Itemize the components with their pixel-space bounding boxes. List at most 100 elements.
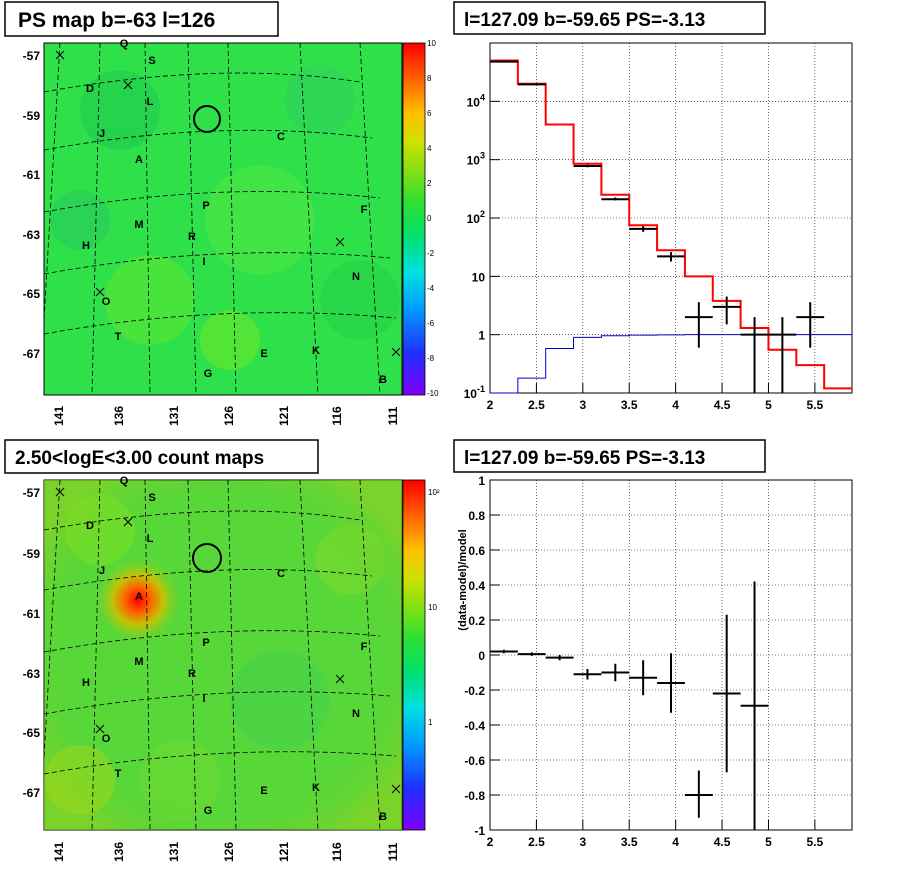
residual-x-tick-label: 4 [672, 835, 679, 849]
source-label-F: F [361, 641, 368, 653]
source-label-I: I [202, 256, 205, 268]
spectrum-y-tick-exponent: 2 [480, 209, 485, 219]
source-label-H: H [82, 240, 90, 252]
svg-text:-63: -63 [23, 228, 41, 242]
source-label-R: R [188, 668, 196, 680]
spectrum-y-tick-label: 1 [478, 329, 485, 343]
svg-text:10: 10 [427, 39, 436, 48]
count-map-title: 2.50<logE<3.00 count maps [15, 448, 264, 469]
svg-text:-67: -67 [23, 347, 41, 361]
source-label-B: B [379, 374, 387, 386]
source-label-E: E [260, 348, 267, 360]
source-label-G: G [204, 368, 213, 380]
residual-x-tick-label: 5 [765, 835, 772, 849]
svg-text:116: 116 [330, 842, 344, 862]
residual-y-tick-label: 0.4 [468, 579, 485, 593]
svg-text:126: 126 [222, 842, 236, 862]
residual-grid [489, 479, 852, 831]
spectrum-x-tick-label: 5 [765, 398, 772, 412]
spectrum-y-tick-label: 10-1 [464, 384, 485, 401]
residual-ticks: 2 2.5 3 3.5 4 4.5 5 5.5 -1 -0.8 -0.6 -0.4 -0.2 0 0.2 0.… [464, 474, 823, 849]
spectrum-series [490, 59, 852, 394]
ps-map-source-labels: Q S D L J C A P F M R H I N O T E K G B [55, 38, 401, 386]
svg-text:-4: -4 [427, 284, 435, 293]
source-label-A: A [135, 154, 143, 166]
source-label-I: I [202, 693, 205, 705]
source-label-S: S [148, 492, 155, 504]
residual-y-tick-label: -0.4 [464, 719, 485, 733]
spectrum-y-tick-label: 102 [467, 209, 485, 226]
svg-text:0: 0 [427, 214, 432, 223]
source-label-O: O [102, 296, 111, 308]
spectrum-y-tick-label: 103 [467, 151, 485, 168]
residual-series [490, 581, 769, 830]
source-label-G: G [204, 805, 213, 817]
spectrum-x-tick-label: 4 [672, 398, 679, 412]
ps-map-colorbar [402, 42, 426, 396]
count-map-texture [45, 495, 385, 820]
source-label-J: J [99, 565, 105, 577]
count-map-y-ticks: -57 -59 -61 -63 -65 -67 [23, 486, 41, 800]
source-label-K: K [312, 345, 320, 357]
ps-map-title-box [4, 1, 279, 37]
ps-map-target-circle [193, 105, 221, 133]
svg-text:-65: -65 [23, 287, 41, 301]
svg-text:136: 136 [112, 406, 126, 426]
residual-y-tick-label: 0 [478, 649, 485, 663]
source-label-E: E [260, 785, 267, 797]
source-label-P: P [202, 637, 209, 649]
source-label-F: F [361, 204, 368, 216]
residual-x-tick-label: 3 [579, 835, 586, 849]
svg-text:126: 126 [222, 406, 236, 426]
spectrum-title-box [453, 1, 766, 35]
spectrum-y-tick-exponent: 4 [480, 92, 485, 102]
source-cross-marker [95, 724, 105, 734]
source-label-D: D [86, 520, 94, 532]
spectrum-x-tick-label: 5.5 [807, 398, 824, 412]
residual-y-tick-label: 1 [478, 474, 485, 488]
source-cross-marker [123, 517, 133, 527]
svg-text:6: 6 [427, 109, 432, 118]
residual-title: l=127.09 b=-59.65 PS=-3.13 [464, 448, 705, 469]
spectrum-y-tick-exponent: -1 [477, 384, 485, 394]
count-map-panel: 2.50<logE<3.00 count maps -57 [4, 439, 440, 862]
source-label-C: C [277, 131, 285, 143]
svg-text:136: 136 [112, 842, 126, 862]
residual-x-tick-label: 2 [487, 835, 494, 849]
spectrum-model-total-step [490, 59, 852, 390]
svg-text:121: 121 [277, 842, 291, 862]
svg-text:141: 141 [52, 406, 66, 426]
count-map-colorbar-ticks: 10² 10 1 [428, 488, 440, 727]
source-label-K: K [312, 782, 320, 794]
svg-text:-57: -57 [23, 49, 41, 63]
source-label-H: H [82, 677, 90, 689]
count-map-source-labels: Q S D L J C A P F M R H I N O T E K G B [55, 475, 401, 823]
residual-x-tick-label: 5.5 [807, 835, 824, 849]
spectrum-x-tick-label: 2.5 [528, 398, 545, 412]
source-cross-marker [55, 50, 65, 60]
svg-text:-59: -59 [23, 109, 41, 123]
source-label-M: M [134, 656, 143, 668]
svg-text:-57: -57 [23, 486, 41, 500]
ps-map-x-ticks: 141 136 131 126 121 116 111 [52, 406, 400, 426]
svg-text:-2: -2 [427, 249, 435, 258]
svg-text:-6: -6 [427, 319, 435, 328]
ps-map-colorbar-ticks: 10 8 6 4 2 0 -2 -4 -6 -8 -10 [427, 39, 439, 398]
residual-y-tick-label: 0.8 [468, 509, 485, 523]
source-label-N: N [352, 271, 360, 283]
ps-map-texture [50, 65, 400, 370]
svg-text:4: 4 [427, 144, 432, 153]
source-label-T: T [115, 768, 122, 780]
svg-text:131: 131 [167, 406, 181, 426]
residual-x-tick-label: 3.5 [621, 835, 638, 849]
source-label-J: J [99, 128, 105, 140]
source-cross-marker [55, 487, 65, 497]
source-cross-marker [123, 80, 133, 90]
source-label-D: D [86, 83, 94, 95]
count-map-colorbar [402, 479, 426, 831]
source-label-A: A [135, 591, 143, 603]
svg-text:-61: -61 [23, 168, 41, 182]
spectrum-title: l=127.09 b=-59.65 PS=-3.13 [464, 10, 705, 31]
svg-text:-59: -59 [23, 547, 41, 561]
source-label-T: T [115, 331, 122, 343]
